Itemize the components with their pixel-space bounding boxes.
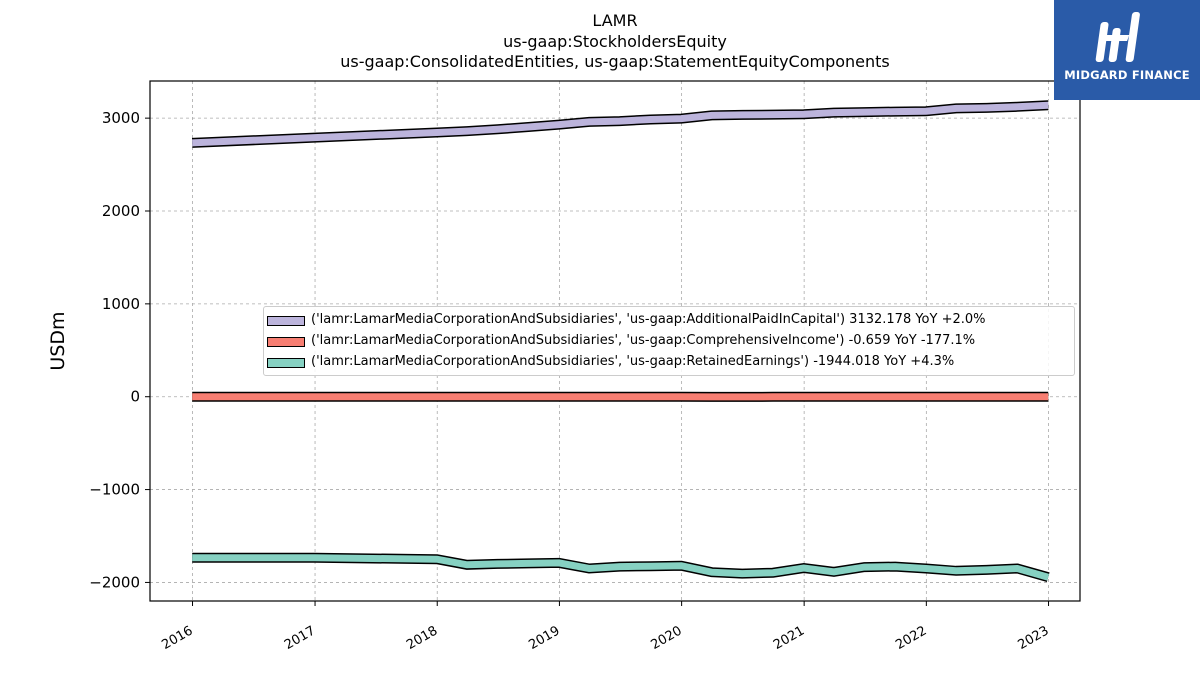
y-axis-label: USDm	[47, 311, 69, 370]
y-axis: 3000 2000 1000 0 −1000 −2000	[89, 109, 150, 591]
series-0	[191, 100, 1049, 148]
legend-swatch	[267, 358, 305, 368]
series-2	[192, 552, 1050, 583]
chart-title-line-2: us-gaap:StockholdersEquity	[503, 32, 727, 51]
plot-frame	[149, 80, 1081, 602]
series-1	[192, 391, 1049, 402]
series-line	[192, 101, 1049, 147]
x-tick-label: 2020	[649, 623, 685, 653]
x-tick-label: 2017	[282, 623, 318, 653]
x-tick-label: 2021	[771, 623, 807, 653]
x-axis: 2016 2017 2018 2019 2020 2021 2022 2023	[159, 601, 1052, 653]
midgard-finance-logo: MIDGARD FINANCE	[1054, 0, 1200, 100]
chart-legend: ('lamr:LamarMediaCorporationAndSubsidiar…	[263, 306, 1075, 376]
legend-label: ('lamr:LamarMediaCorporationAndSubsidiar…	[311, 354, 955, 369]
midgard-logo-icon	[1095, 12, 1140, 62]
x-tick-label: 2018	[404, 623, 440, 653]
logo-text: MIDGARD FINANCE	[1064, 68, 1190, 82]
series-line	[192, 554, 1050, 581]
legend-swatch	[267, 337, 305, 347]
y-tick-label: 3000	[102, 109, 140, 127]
y-tick-label: 0	[130, 388, 140, 406]
legend-entry-additional-paid-in-capital: ('lamr:LamarMediaCorporationAndSubsidiar…	[264, 310, 1072, 330]
chart-title-line-1: LAMR	[592, 11, 638, 30]
chart-title-line-3: us-gaap:ConsolidatedEntities, us-gaap:St…	[340, 52, 890, 71]
x-tick-label: 2016	[159, 623, 195, 653]
legend-label: ('lamr:LamarMediaCorporationAndSubsidiar…	[311, 312, 986, 327]
y-tick-label: 1000	[102, 295, 140, 313]
legend-swatch	[267, 316, 305, 326]
legend-label: ('lamr:LamarMediaCorporationAndSubsidiar…	[311, 333, 976, 348]
legend-entry-comprehensive-income: ('lamr:LamarMediaCorporationAndSubsidiar…	[264, 331, 1072, 351]
y-tick-label: −2000	[89, 573, 140, 591]
x-tick-label: 2019	[526, 623, 562, 653]
y-tick-label: 2000	[102, 202, 140, 220]
x-tick-label: 2023	[1015, 623, 1051, 653]
series-layer	[191, 100, 1050, 583]
legend-entry-retained-earnings: ('lamr:LamarMediaCorporationAndSubsidiar…	[264, 352, 1072, 372]
x-tick-label: 2022	[893, 623, 929, 653]
y-tick-label: −1000	[89, 481, 140, 499]
